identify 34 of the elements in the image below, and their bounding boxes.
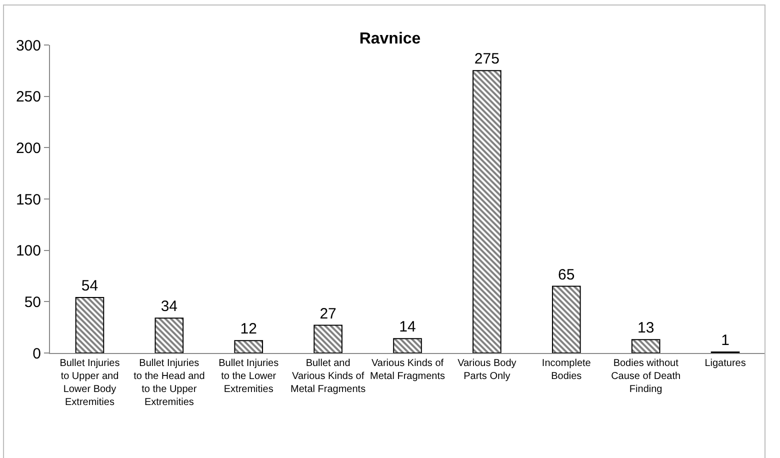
bar: [154, 318, 184, 353]
data-label: 27: [320, 305, 336, 322]
data-label: 65: [558, 266, 575, 284]
x-tick-label: Ligatures: [704, 358, 746, 369]
y-tick-label: 300: [16, 37, 41, 54]
y-tick-label: 200: [16, 140, 41, 157]
x-tick-label: Various Body Parts Only: [458, 358, 516, 382]
x-tick-label: Bodies without Cause of Death Finding: [611, 358, 681, 395]
data-label: 275: [474, 50, 500, 68]
chart-title: Ravnice: [359, 30, 421, 48]
x-tick-label: Bullet and Various Kinds of Metal Fragments: [290, 358, 366, 395]
y-tick-label: 50: [24, 294, 41, 311]
bar: [552, 286, 581, 353]
bar: [631, 339, 660, 353]
data-label: 34: [160, 298, 178, 316]
bar: [472, 70, 502, 353]
bar: [314, 324, 342, 353]
bar: [234, 340, 264, 353]
x-tick-label: Bullet Injuries to the Lower Extremities: [218, 358, 279, 395]
y-tick-label: 250: [16, 88, 41, 106]
bar: [393, 338, 422, 353]
bar: [75, 297, 104, 353]
x-tick-label: Bullet Injuries to the Head and to the Upper Extremities: [134, 358, 205, 408]
data-label: 12: [240, 320, 257, 338]
data-label: 1: [721, 332, 730, 349]
data-label: 54: [81, 278, 98, 295]
data-label: 13: [637, 320, 654, 337]
x-tick-label: Various Kinds of Metal Fragments: [370, 358, 446, 382]
y-tick-label: 0: [32, 345, 41, 362]
x-tick-label: Bullet Injuries to Upper and Lower Body Extremities: [60, 358, 120, 408]
data-label: 14: [399, 318, 416, 336]
x-tick-label: Incomplete Bodies: [542, 358, 592, 382]
y-tick-label: 150: [16, 191, 41, 208]
y-tick-label: 100: [16, 242, 41, 260]
